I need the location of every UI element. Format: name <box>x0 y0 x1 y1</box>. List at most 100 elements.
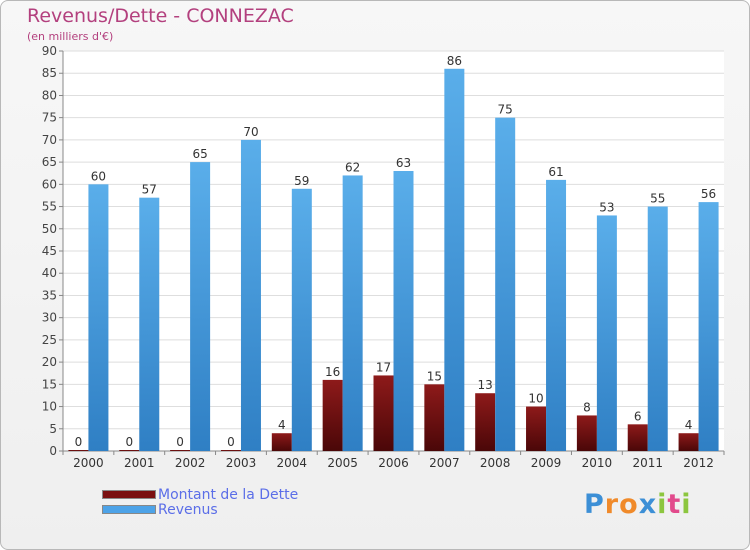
bar-revenus <box>393 171 414 451</box>
bar-dette <box>220 450 241 451</box>
data-label-dette: 16 <box>325 365 340 379</box>
bar-revenus <box>291 188 312 451</box>
bar-revenus <box>698 202 719 451</box>
data-label-revenus: 61 <box>548 165 563 179</box>
y-tick-label: 75 <box>42 111 57 125</box>
x-tick-label: 2005 <box>327 456 358 470</box>
bar-dette <box>475 393 496 451</box>
data-label-dette: 0 <box>125 435 133 449</box>
legend-label-dette: Montant de la Dette <box>158 486 299 503</box>
data-label-revenus: 75 <box>498 103 513 117</box>
data-label-dette: 13 <box>478 378 493 392</box>
data-label-dette: 10 <box>528 392 543 406</box>
y-tick-label: 70 <box>42 133 57 147</box>
data-label-revenus: 63 <box>396 156 411 170</box>
bar-dette <box>576 415 597 451</box>
bar-dette <box>322 379 343 451</box>
bar-revenus <box>88 184 109 452</box>
y-tick-label: 0 <box>49 444 57 458</box>
x-tick-label: 2003 <box>226 456 257 470</box>
data-label-revenus: 65 <box>192 147 207 161</box>
y-tick-label: 30 <box>42 311 57 325</box>
logo-letter: r <box>604 489 620 520</box>
data-label-revenus: 62 <box>345 160 360 174</box>
data-label-dette: 15 <box>427 369 442 383</box>
bar-revenus <box>190 162 211 451</box>
y-tick-label: 80 <box>42 88 57 102</box>
y-tick-label: 85 <box>42 66 57 80</box>
y-tick-label: 25 <box>42 333 57 347</box>
bar-revenus <box>596 215 617 451</box>
x-tick-label: 2001 <box>124 456 155 470</box>
data-label-revenus: 55 <box>650 192 665 206</box>
logo-letter: x <box>638 489 658 520</box>
y-tick-label: 65 <box>42 155 57 169</box>
logo-letter: i <box>681 489 692 520</box>
data-label-revenus: 57 <box>142 183 157 197</box>
bar-revenus <box>444 68 465 452</box>
y-tick-label: 50 <box>42 222 57 236</box>
x-tick-label: 2006 <box>378 456 409 470</box>
bar-revenus <box>139 197 160 451</box>
x-tick-label: 2012 <box>683 456 714 470</box>
data-label-revenus: 56 <box>701 187 716 201</box>
logo-letter: P <box>584 489 605 520</box>
x-tick-label: 2004 <box>277 456 308 470</box>
y-tick-label: 90 <box>42 44 57 58</box>
chart-title: Revenus/Dette - CONNEZAC <box>27 5 294 27</box>
y-tick-label: 20 <box>42 355 57 369</box>
logo-letter: i <box>657 489 668 520</box>
logo-letter: o <box>619 489 639 520</box>
data-label-revenus: 86 <box>447 54 462 68</box>
bar-dette <box>627 424 648 451</box>
bar-dette <box>424 384 445 451</box>
data-label-dette: 4 <box>685 418 693 432</box>
data-label-dette: 8 <box>583 400 591 414</box>
x-tick-label: 2002 <box>175 456 206 470</box>
bar-dette <box>68 450 89 451</box>
legend-item-revenus: Revenus <box>102 501 218 518</box>
legend-swatch-dette <box>102 490 156 499</box>
bar-revenus <box>342 175 363 451</box>
x-tick-label: 2000 <box>73 456 104 470</box>
legend-swatch-revenus <box>102 505 156 514</box>
bar-dette <box>526 406 547 451</box>
data-label-dette: 17 <box>376 360 391 374</box>
bar-dette <box>678 433 699 451</box>
y-tick-label: 60 <box>42 177 57 191</box>
bar-revenus <box>495 117 516 452</box>
data-label-revenus: 59 <box>294 174 309 188</box>
bar-dette <box>373 375 394 451</box>
x-tick-label: 2008 <box>480 456 511 470</box>
bar-revenus <box>240 139 261 451</box>
data-label-dette: 0 <box>176 435 184 449</box>
bar-revenus <box>647 206 668 451</box>
data-label-dette: 6 <box>634 409 642 423</box>
data-label-revenus: 53 <box>599 200 614 214</box>
bar-dette <box>170 450 191 451</box>
y-tick-label: 5 <box>49 422 57 436</box>
x-tick-label: 2007 <box>429 456 460 470</box>
y-tick-label: 45 <box>42 244 57 258</box>
bar-dette <box>271 433 292 451</box>
chart-subtitle: (en milliers d'€) <box>27 30 114 43</box>
x-tick-label: 2009 <box>531 456 562 470</box>
bar-dette <box>119 450 140 451</box>
bar-revenus <box>546 179 567 451</box>
data-label-dette: 0 <box>75 435 83 449</box>
y-tick-label: 35 <box>42 288 57 302</box>
y-tick-label: 55 <box>42 200 57 214</box>
y-tick-label: 40 <box>42 266 57 280</box>
data-label-dette: 4 <box>278 418 286 432</box>
x-tick-label: 2011 <box>632 456 663 470</box>
logo-letter: t <box>667 489 682 520</box>
legend-item-dette: Montant de la Dette <box>102 486 299 503</box>
data-label-revenus: 70 <box>243 125 258 139</box>
y-tick-label: 15 <box>42 377 57 391</box>
data-label-revenus: 60 <box>91 169 106 183</box>
legend-label-revenus: Revenus <box>158 501 218 518</box>
x-tick-label: 2010 <box>582 456 613 470</box>
data-label-dette: 0 <box>227 435 235 449</box>
